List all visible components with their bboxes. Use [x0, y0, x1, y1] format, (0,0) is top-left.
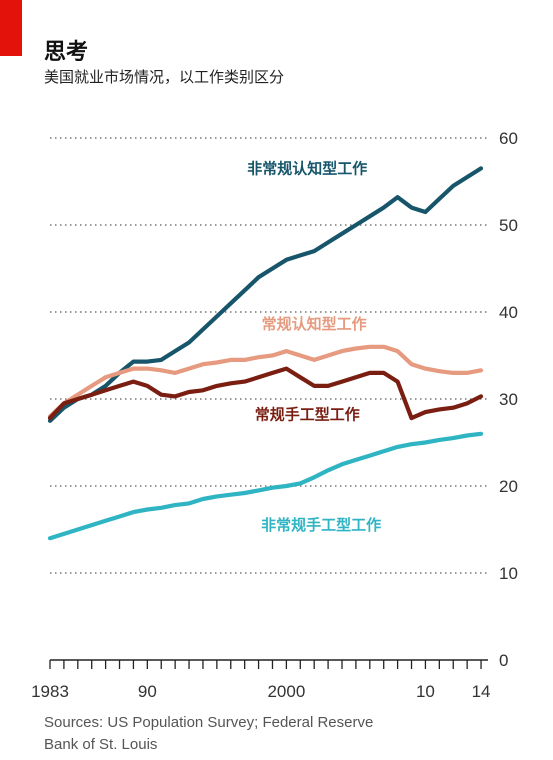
series-label-1: 常规认知型工作: [262, 315, 367, 333]
x-tick-label: 90: [138, 682, 157, 700]
series-line-3: [47, 431, 484, 541]
y-tick-label: 60: [499, 129, 518, 148]
source-line-2: Bank of St. Louis: [44, 736, 158, 753]
x-tick-label: 14: [472, 682, 491, 700]
x-tick-label: 2000: [267, 682, 305, 700]
source-line-1: Sources: US Population Survey; Federal R…: [44, 714, 374, 731]
x-tick-label: 10: [416, 682, 435, 700]
accent-bar: [0, 0, 22, 56]
y-tick-label: 0: [499, 651, 508, 670]
y-tick-label: 40: [499, 303, 518, 322]
x-tick-label: 1983: [31, 682, 69, 700]
series-label-2: 常规手工型工作: [255, 406, 360, 424]
series-line-0: [47, 166, 484, 423]
y-tick-label: 20: [499, 477, 518, 496]
series-line-2: [47, 366, 484, 421]
series-label-0: 非常规认知型工作: [247, 159, 367, 177]
y-tick-label: 50: [499, 216, 518, 235]
series-label-3: 非常规手工型工作: [261, 516, 381, 534]
chart-subtitle: 美国就业市场情况，以工作类别区分: [44, 68, 285, 86]
line-chart: 0 10 20 30 40 50 60 1983 90 2000 10 14 非常规认知型工作常规认知型…: [31, 129, 518, 700]
y-tick-label: 30: [499, 390, 518, 409]
y-tick-label: 10: [499, 564, 518, 583]
chart-title: 思考: [44, 40, 89, 65]
source-note: Sources: US Population Survey; Federal R…: [44, 712, 373, 756]
series-line-1: [47, 344, 484, 419]
